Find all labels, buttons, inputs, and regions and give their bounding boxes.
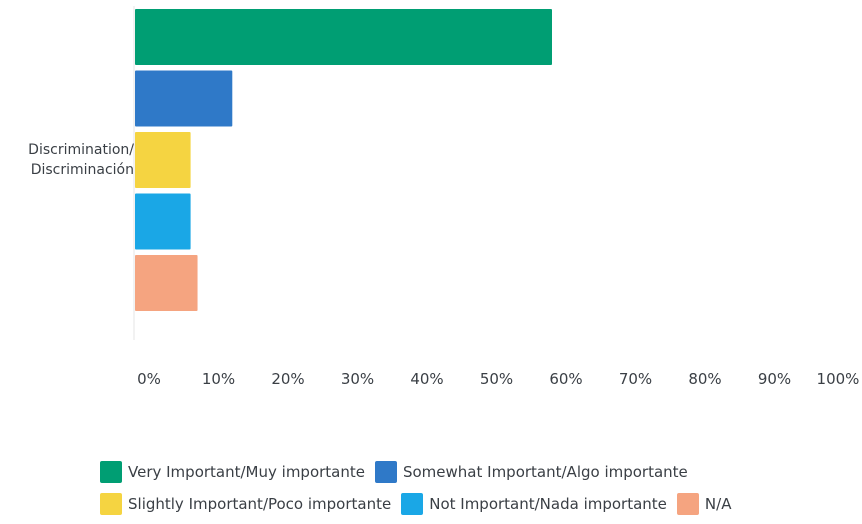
legend-item-na: N/A (676, 493, 732, 515)
x-tick-label: 50% (480, 370, 513, 388)
legend-row: Very Important/Muy importante Somewhat I… (100, 460, 860, 484)
x-tick-label: 80% (688, 370, 721, 388)
legend-label: Somewhat Important/Algo importante (402, 463, 688, 481)
legend-label: Very Important/Muy importante (128, 463, 365, 481)
legend-swatch (100, 493, 122, 515)
x-tick-label: 10% (202, 370, 235, 388)
legend-swatch (100, 461, 122, 483)
category-label-line: Discrimination/ (28, 142, 134, 158)
bar-somewhat-important (135, 70, 233, 127)
x-tick-label: 90% (758, 370, 791, 388)
x-tick-label: 30% (341, 370, 374, 388)
x-tick-label: 0% (137, 370, 161, 388)
bar-very-important (135, 9, 552, 65)
x-tick-label: 20% (271, 370, 304, 388)
bar-not-important (135, 193, 191, 250)
category-label-line: Discriminación (30, 162, 134, 178)
legend-row: Slightly Important/Poco importante Not I… (100, 492, 860, 516)
legend-item-somewhat-important: Somewhat Important/Algo importante (374, 461, 688, 483)
legend-label: N/A (704, 495, 732, 513)
legend-item-not-important: Not Important/Nada importante (401, 493, 667, 515)
legend-label: Not Important/Nada importante (429, 495, 667, 513)
legend-item-slightly-important: Slightly Important/Poco importante (100, 493, 391, 515)
bar-slightly-important (135, 132, 191, 188)
x-tick-label: 100% (817, 370, 860, 388)
legend-item-very-important: Very Important/Muy importante (100, 461, 365, 483)
legend-swatch (676, 493, 699, 515)
legend: Very Important/Muy importante Somewhat I… (100, 460, 860, 524)
x-tick-label: 70% (619, 370, 652, 388)
legend-swatch (374, 461, 397, 483)
x-tick-label: 40% (410, 370, 443, 388)
legend-label: Slightly Important/Poco importante (128, 495, 392, 513)
x-tick-label: 60% (549, 370, 582, 388)
x-tick-labels: 0% 10% 20% 30% 40% 50% 60% 70% 80% 90% 100% (137, 370, 859, 388)
category-label: Discrimination/Discriminación (0, 140, 134, 180)
bar-n (135, 255, 198, 311)
bars-group (135, 9, 552, 311)
legend-swatch (401, 493, 424, 515)
